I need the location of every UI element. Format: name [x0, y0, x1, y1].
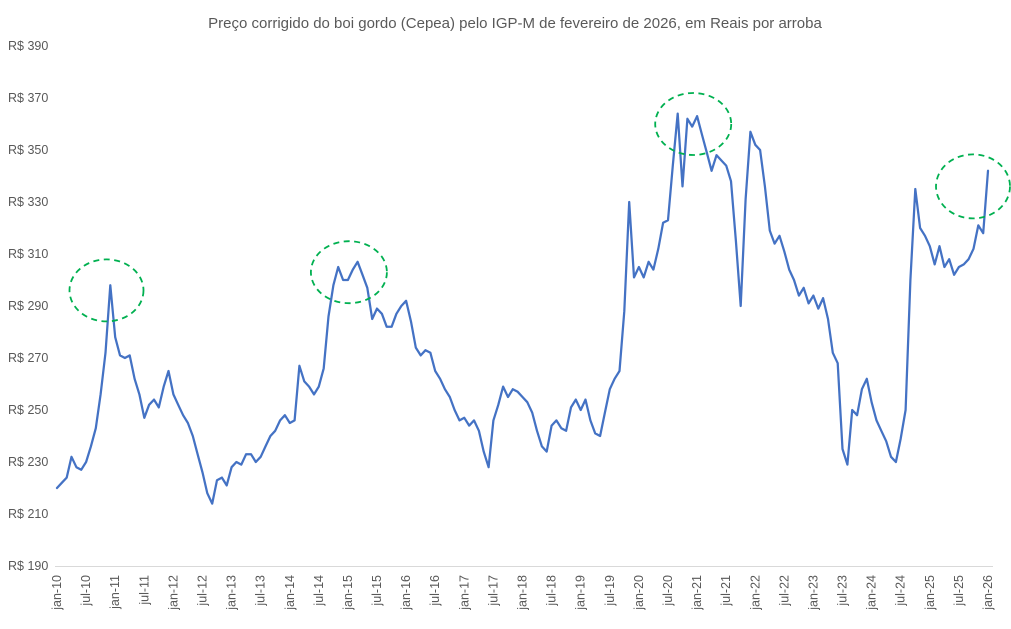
x-tick-label: jan-23 [806, 575, 820, 611]
x-tick-label: jul-24 [894, 575, 908, 607]
highlight-ellipse-2 [309, 240, 388, 305]
y-tick-label: R$ 370 [8, 91, 48, 105]
x-tick-label: jul-15 [370, 575, 384, 607]
x-tick-label: jul-10 [79, 575, 93, 607]
x-tick-label: jul-18 [545, 575, 559, 607]
y-tick-label: R$ 230 [8, 455, 48, 469]
highlight-ellipse-1 [68, 258, 145, 323]
x-tick-label: jan-24 [865, 575, 879, 611]
x-tick-label: jul-13 [254, 575, 268, 607]
x-tick-label: jan-17 [457, 575, 471, 611]
x-tick-label: jan-22 [748, 575, 762, 611]
x-tick-label: jan-19 [574, 575, 588, 611]
x-tick-label: jan-15 [341, 575, 355, 611]
x-tick-label: jan-14 [283, 575, 297, 611]
x-tick-label: jul-20 [661, 575, 675, 607]
y-tick-label: R$ 390 [8, 39, 48, 53]
x-tick-label: jan-10 [50, 575, 64, 611]
y-tick-label: R$ 330 [8, 195, 48, 209]
x-tick-label: jan-26 [981, 575, 995, 611]
y-tick-label: R$ 310 [8, 247, 48, 261]
chart-title: Preço corrigido do boi gordo (Cepea) pel… [208, 15, 822, 32]
x-tick-label: jan-12 [166, 575, 180, 611]
y-tick-label: R$ 190 [8, 559, 48, 573]
y-tick-label: R$ 210 [8, 507, 48, 521]
highlight-ellipse-3 [654, 92, 733, 156]
x-tick-label: jul-16 [428, 575, 442, 607]
highlight-ellipse-4 [935, 153, 1011, 220]
x-tick-label: jan-20 [632, 575, 646, 611]
x-tick-label: jul-21 [719, 575, 733, 607]
x-tick-label: jan-16 [399, 575, 413, 611]
x-tick-label: jul-11 [137, 575, 151, 606]
x-tick-label: jan-11 [108, 575, 122, 610]
x-tick-label: jul-19 [603, 575, 617, 607]
x-tick-label: jul-12 [196, 575, 210, 607]
x-tick-label: jul-23 [836, 575, 850, 607]
price-line [55, 112, 990, 505]
x-tick-label: jan-13 [225, 575, 239, 611]
x-tick-label: jul-14 [312, 575, 326, 607]
x-tick-label: jul-25 [952, 575, 966, 607]
x-tick-label: jan-21 [690, 575, 704, 611]
x-tick-label: jan-25 [923, 575, 937, 611]
y-tick-label: R$ 350 [8, 143, 48, 157]
x-tick-label: jan-18 [516, 575, 530, 611]
x-tick-label: jul-17 [486, 575, 500, 607]
x-tick-label: jul-22 [777, 575, 791, 607]
y-tick-label: R$ 290 [8, 299, 48, 313]
y-tick-label: R$ 270 [8, 351, 48, 365]
y-tick-label: R$ 250 [8, 403, 48, 417]
